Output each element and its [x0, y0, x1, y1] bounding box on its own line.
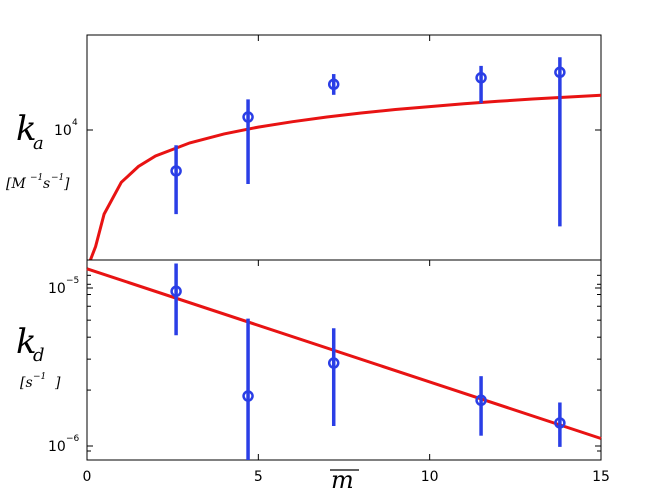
top-data-point [327, 78, 340, 91]
top-ytick-label-base: 10 [54, 123, 72, 139]
x-tick-label: 5 [254, 469, 263, 485]
top-panel: 10 4 k a [M −1 s −1 ] [6, 34, 602, 261]
bottom-units-part: [s [20, 375, 33, 391]
bottom-ylabel-units: [s −1 ] [20, 372, 61, 391]
bottom-units-part: −1 [33, 372, 46, 382]
top-fit-line [89, 93, 602, 261]
bottom-ylabel-symbol: k [16, 322, 37, 362]
bottom-minor-ticks [87, 274, 601, 452]
top-data-point [170, 165, 182, 177]
x-axis-label: m [331, 466, 354, 494]
top-units-part: ] [63, 176, 70, 192]
top-data-point [475, 72, 487, 84]
x-tick-label: 0 [83, 469, 92, 485]
bottom-data-point [327, 357, 340, 369]
bottom-plot-frame [86, 259, 602, 461]
bottom-panel: 10 −5 10 −6 k d [s −1 ] 0 5 10 15 m [16, 35, 610, 494]
top-data-point [242, 111, 254, 123]
bottom-plot-marks [86, 263, 602, 460]
bottom-ytick-label-base: 10 [48, 281, 66, 297]
bottom-data-point [242, 390, 254, 402]
bottom-data-point [475, 394, 487, 407]
x-tick-label: 15 [592, 469, 610, 485]
top-data-point [554, 66, 566, 79]
bottom-ytick-label-base: 10 [48, 439, 66, 455]
top-plot-marks [89, 57, 602, 261]
x-axis-ticks: 0 5 10 15 [83, 35, 610, 485]
bottom-data-point [554, 417, 566, 429]
top-units-part: s [43, 176, 50, 192]
bottom-ytick-label-exponent: −6 [66, 434, 80, 444]
top-ylabel-units: [M −1 s −1 ] [6, 173, 70, 192]
top-ylabel-symbol: k [16, 109, 37, 149]
bottom-ylabel-subscript: d [33, 345, 45, 366]
top-units-part: −1 [51, 173, 64, 183]
top-units-part: [M [6, 176, 26, 192]
top-units-part: −1 [30, 173, 43, 183]
x-tick-label: 10 [421, 469, 439, 485]
bottom-fit-line [86, 267, 602, 440]
bottom-units-part: ] [54, 375, 61, 391]
top-plot-frame [86, 34, 602, 261]
top-ylabel-subscript: a [33, 133, 44, 154]
bottom-ytick-label-exponent: −5 [66, 276, 79, 286]
top-ytick-label-exponent: 4 [72, 118, 78, 128]
bottom-data-point [170, 285, 182, 298]
